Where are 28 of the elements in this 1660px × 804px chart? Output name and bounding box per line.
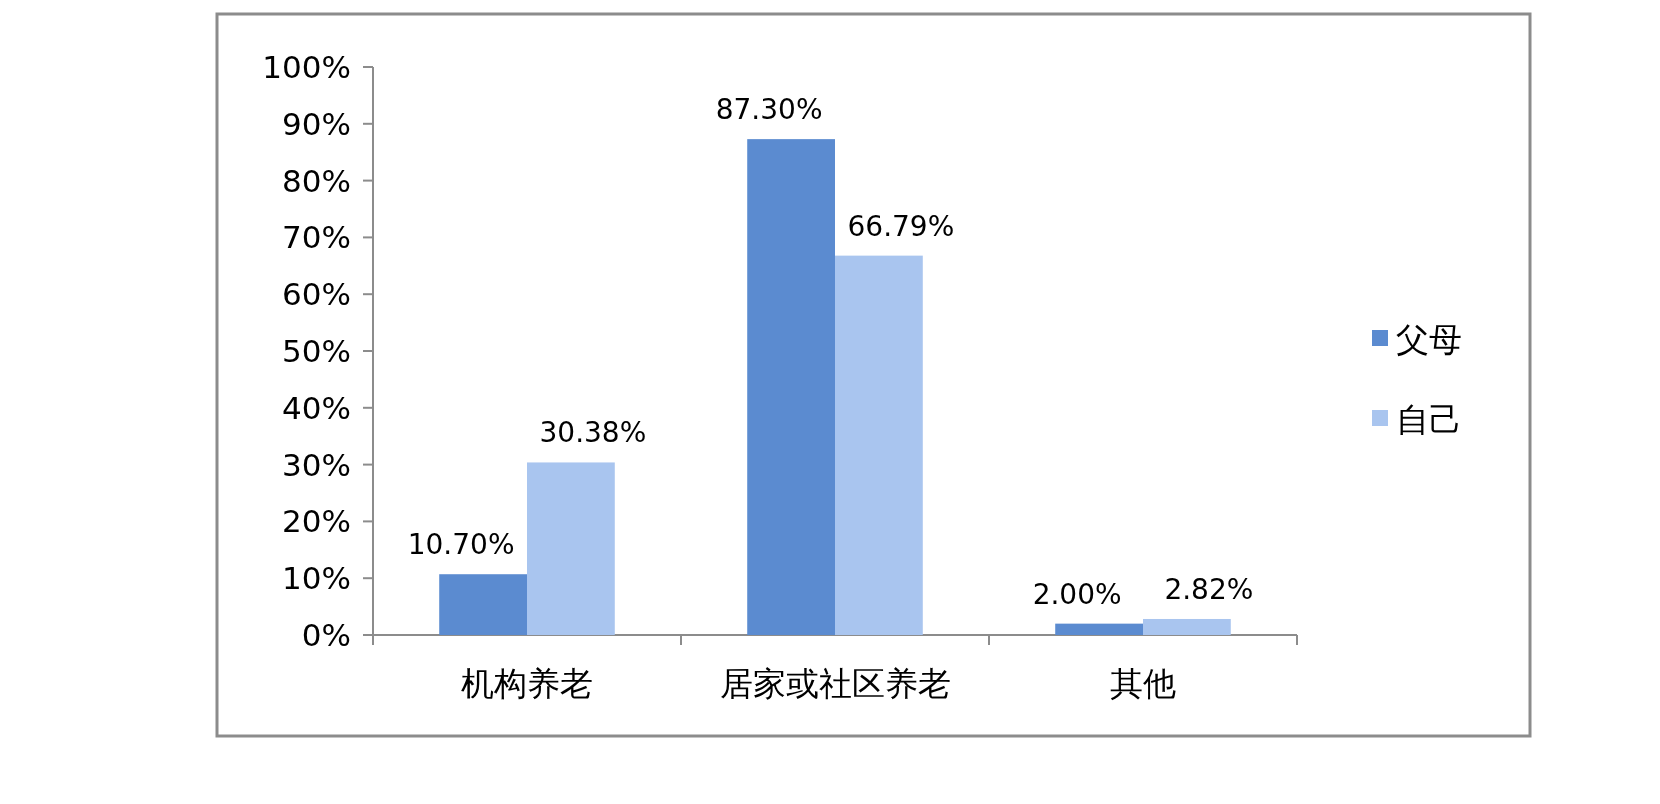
legend-label: 父母 [1396,320,1462,359]
bar [835,255,923,635]
y-tick-label: 100% [262,49,351,85]
data-label: 10.70% [407,528,515,562]
bar [747,139,835,635]
y-tick-label: 60% [282,276,351,313]
data-label: 30.38% [539,416,647,450]
y-tick-label: 40% [282,389,351,426]
y-tick-label: 20% [282,503,351,540]
bar [439,574,527,635]
x-tick-label: 其他 [1110,664,1176,703]
y-tick-label: 10% [282,560,351,597]
y-tick-label: 90% [282,105,351,142]
data-label: 2.82% [1164,572,1254,606]
bar [1055,623,1143,635]
data-label: 66.79% [847,209,955,243]
y-tick-label: 70% [282,219,351,256]
data-label: 87.30% [715,93,823,127]
legend-label: 自己 [1396,400,1462,439]
bar [527,462,615,635]
y-tick-label: 0% [301,617,351,653]
bar [1143,618,1231,635]
data-label: 2.00% [1032,577,1122,611]
y-tick-label: 50% [282,333,351,369]
y-tick-label: 30% [282,446,351,483]
x-tick-label: 居家或社区养老 [719,664,951,703]
x-tick-label: 机构养老 [461,664,593,703]
y-tick-label: 80% [282,162,351,199]
